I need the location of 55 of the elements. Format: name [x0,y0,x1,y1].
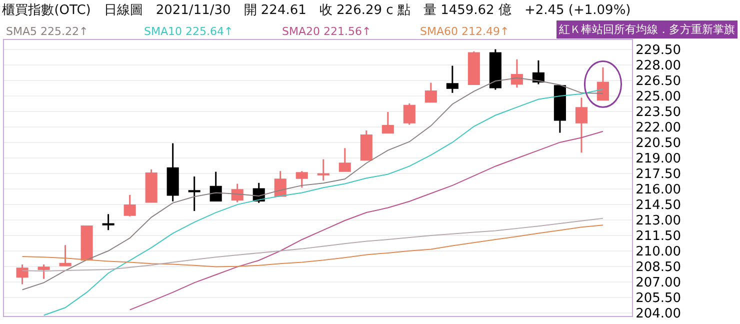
y-tick-label: 214.50 [636,198,682,213]
candlestick [382,111,394,134]
text: SMA5 225.22↑ [6,25,88,38]
y-tick-label: 207.00 [636,275,682,290]
candlestick [596,66,609,101]
candlestick [317,158,330,182]
candlestick [338,147,351,172]
y-tick-label: 216.00 [636,182,682,198]
y-tick-label: 226.50 [636,74,682,89]
candlestick [102,213,114,231]
y-tick-label: 208.50 [636,260,682,275]
candlestick [124,194,136,218]
candlestick [446,64,458,94]
y-tick-label: 217.50 [636,166,682,182]
text: SMA10 225.64↑ [144,25,234,38]
line-series [22,218,604,272]
candlestick [554,84,566,134]
candlestick [210,170,222,202]
candlestick [38,264,50,280]
candlestick [489,48,502,90]
candlestick [59,244,72,266]
y-tick-label: 225.00 [636,89,682,104]
candlestick [145,168,158,203]
y-tick-label: 205.50 [636,290,682,306]
y-tick-label: 223.50 [636,104,682,120]
candlestick [166,142,179,202]
line-series [129,130,604,310]
candlestick [188,176,200,212]
candlestick [575,96,588,154]
candlestick [16,264,28,286]
line-series [22,224,604,268]
candlestick [360,130,372,161]
candlestick [532,60,544,85]
y-tick-label: 210.00 [636,244,682,260]
y-tick-label: 204.00 [636,306,682,322]
candlestick [424,82,437,103]
text: 紅Ｋ棒站回所有均線．多方重新掌旗 [559,23,735,36]
text: SMA20 221.56↑ [282,25,372,38]
y-tick-label: 213.00 [636,213,682,228]
y-tick-label: 222.00 [636,120,682,136]
y-tick-label: 229.50 [636,42,682,58]
candlestick [80,226,93,261]
candlestick [510,58,523,88]
chart-title: 櫃買指數(OTC) 日線圖 2021/11/30 開 224.61 收 226.29 c 點 量 1459.62 億 +2.45 (+1.09%) [2,2,631,18]
candlestick [403,102,416,126]
y-tick-label: 211.50 [636,228,682,244]
candlestick [231,183,244,204]
candlestick [296,170,308,188]
text: SMA60 212.49↑ [420,25,510,38]
line-series [43,88,604,316]
line-series [22,77,604,290]
y-tick-label: 220.50 [636,136,682,151]
y-tick-label: 228.00 [636,58,682,74]
y-tick-label: 219.00 [636,151,682,166]
candlestick [468,50,480,85]
